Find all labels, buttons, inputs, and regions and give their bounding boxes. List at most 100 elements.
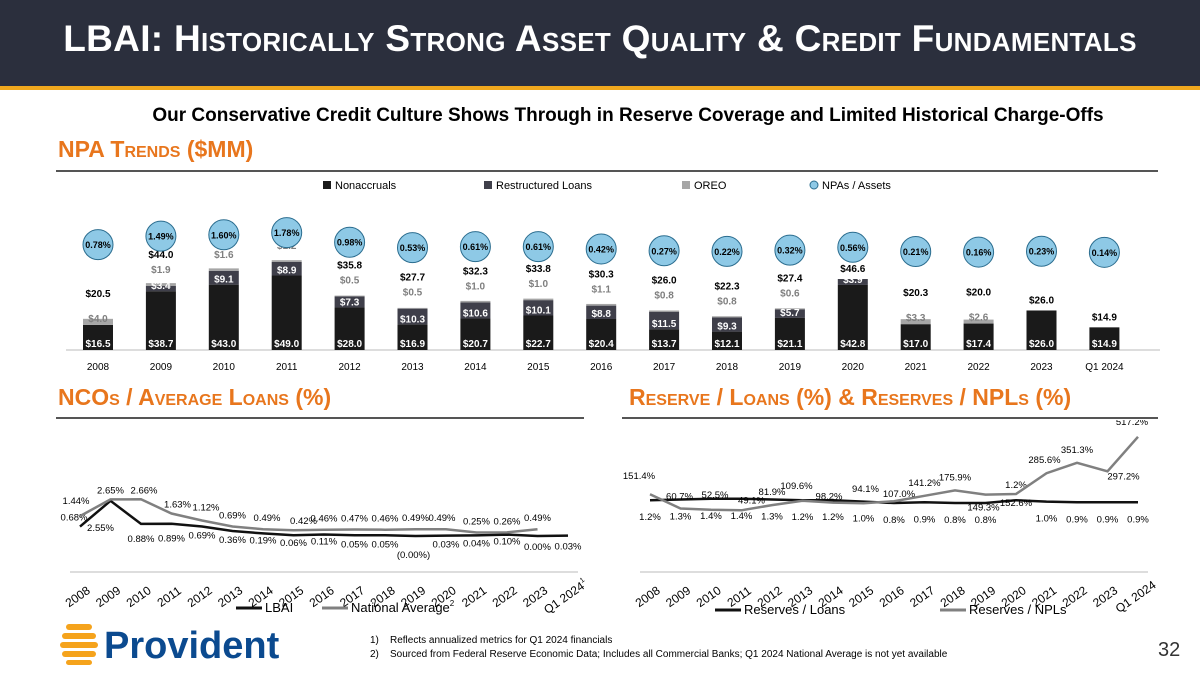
bar-value-label: $0.5 [340,275,360,286]
npa-assets-bubble [1026,235,1057,267]
data-label: 0.04% [463,538,490,549]
npa-bar-oreo [460,300,491,303]
legend-label: NPAs / Assets [822,180,891,192]
bar-value-label: $12.1 [714,339,739,350]
npa-bar-nonaccruals [712,331,742,350]
npa-assets-label: 0.78% [85,240,111,250]
data-label: 1.0% [1036,514,1058,525]
data-label: 0.25% [463,517,490,528]
footnote-2: 2) Sourced from Federal Reserve Economic … [370,648,947,662]
legend-swatch [682,181,690,189]
legend-label: LBAI [265,600,293,615]
x-tick-label: 2008 [633,583,663,610]
npa-bar-nonaccruals [963,323,994,350]
bar-value-label: $9.1 [214,275,234,286]
bar-value-label: $3.3 [906,313,926,324]
data-label: 175.9% [939,472,972,483]
npa-bar-nonaccruals [837,284,868,350]
npa-assets-bubble [145,220,177,252]
npa-assets-label: 0.32% [777,246,803,256]
data-label: 0.49% [524,513,551,524]
legend-label: National Average2 [351,599,455,615]
data-label: 94.1% [852,484,879,495]
x-tick-label: Q1 20241 [541,577,590,617]
npa-bar-restructured-loans [208,270,239,285]
data-label: 351.3% [1061,445,1094,456]
data-label: 1.2% [792,512,814,523]
bar-value-label: $2.6 [969,313,989,324]
npa-bar-nonaccruals [83,324,113,350]
nco-average-loans-chart: 0.68%2.55%0.88% 0.89% 0.69% 0.36% 0.19% 0.06%… [61,485,591,617]
npa-bar-oreo [963,319,994,324]
npa-assets-bubble [711,235,743,267]
npa-bar-nonaccruals [334,307,365,350]
bar-value-label: $3.9 [843,275,863,286]
npa-bar-nonaccruals [1026,310,1057,350]
data-label: 0.19% [250,535,277,546]
legend-label: Restructured Loans [496,180,592,192]
data-label: 0.05% [372,539,399,550]
data-label: 0.88% [128,534,155,545]
npa-bar-oreo [271,260,302,262]
reserve-section-rule [622,417,1158,419]
npa-assets-label: 0.61% [463,242,489,252]
bar-total-label: $27.4 [777,273,802,284]
data-label: 0.8% [975,515,997,526]
bar-value-label: $14.9 [1092,339,1117,350]
bar-value-label: $11.5 [652,319,677,330]
data-label: 0.49% [402,513,429,524]
bar-value-label: $1.9 [151,265,171,276]
x-tick-label: 2016 [307,583,337,610]
data-label: 98.2% [816,492,843,503]
npa-bar-nonaccruals [208,284,239,350]
npa-assets-bubble [774,234,806,266]
data-label: 107.0% [883,489,916,500]
legend-swatch [323,181,331,189]
npa-bar-restructured-loans [460,302,491,319]
npa-assets-bubble [271,217,303,249]
x-tick-label: 2021 [459,583,489,610]
npa-assets-bubble [459,231,491,263]
data-label: 0.03% [433,540,460,551]
npa-assets-bubble [837,231,869,263]
bar-value-label: $7.3 [340,297,360,308]
data-label: 152.6% [1000,498,1033,509]
npa-bar-restructured-loans [774,309,805,318]
data-label: 0.42% [290,516,317,527]
npa-bar-oreo [83,318,113,325]
npa-bar-oreo [774,308,805,310]
data-label: 0.26% [494,516,521,527]
x-tick-label: 2011 [155,583,184,609]
npa-assets-label: 0.42% [588,244,614,254]
bar-value-label: $16.9 [400,339,425,350]
data-label: 0.69% [189,530,216,541]
npa-assets-bubble [585,233,617,265]
npa-assets-bubble [397,232,428,264]
npa-bar-oreo [208,268,239,271]
superscript: 2 [450,599,455,608]
superscript: 1 [579,577,586,585]
npa-bar-restructured-loans [334,296,365,308]
x-tick-label: 2017 [907,583,937,610]
npa-assets-label: 0.22% [714,247,740,257]
bar-value-label: $1.1 [591,285,611,296]
data-label: 517.2% [1116,420,1149,428]
series-line-reserves-npls [649,435,1139,512]
data-label: 1.2% [639,512,661,523]
bar-total-label: $26.0 [652,276,677,287]
data-label: 0.49% [429,513,456,524]
provident-stacked-bars-logo [60,624,98,665]
npa-bar-oreo [712,316,742,318]
npa-section-title: NPA Trends ($MM) [58,136,254,162]
npa-bar-nonaccruals [900,324,931,350]
x-tick-label: 2008 [63,583,93,610]
bar-value-label: $1.6 [214,250,234,261]
npa-bar-nonaccruals [586,318,617,350]
npa-bar-oreo [900,319,931,325]
page-subtitle: Our Conservative Credit Culture Shows Th… [152,105,1104,126]
footnote-1: 1) Reflects annualized metrics for Q1 202… [370,634,947,648]
data-label: 2.65% [97,485,124,496]
bar-total-label: $14.9 [1092,312,1117,323]
x-tick-label: 2010 [213,362,236,373]
nco-section-title: NCOs / Average Loans (%) [58,384,332,410]
